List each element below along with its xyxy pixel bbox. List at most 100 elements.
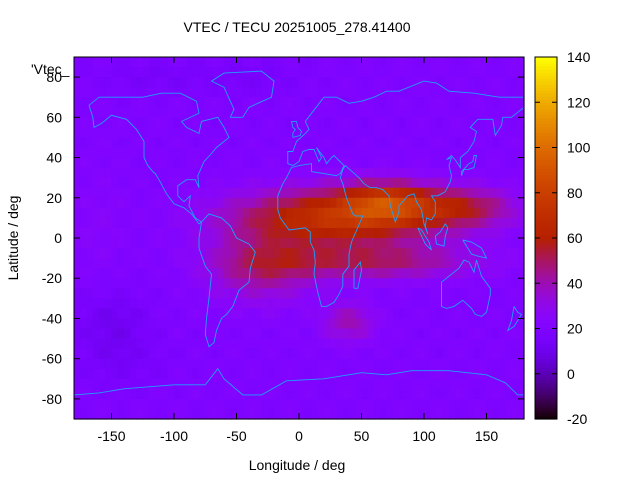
heatmap-cell <box>211 227 219 239</box>
heatmap-cell <box>374 87 381 98</box>
heatmap-cell <box>136 238 144 249</box>
heatmap-cell <box>392 408 400 420</box>
heatmap-cell <box>480 117 488 128</box>
heatmap-cell <box>224 117 231 128</box>
heatmap-cell <box>417 197 425 209</box>
heatmap-cell <box>386 328 394 340</box>
heatmap-cell <box>499 147 506 159</box>
heatmap-cell <box>424 67 431 78</box>
heatmap-cell <box>305 388 313 400</box>
heatmap-cell <box>249 408 256 420</box>
heatmap-cell <box>486 127 494 139</box>
heatmap-cell <box>211 167 219 179</box>
heatmap-cell <box>142 248 150 259</box>
heatmap-cell <box>517 378 525 390</box>
heatmap-cell <box>174 268 181 279</box>
heatmap-cell <box>492 167 500 179</box>
heatmap-cell <box>280 207 288 219</box>
heatmap-cell <box>330 117 338 128</box>
heatmap-cell <box>336 127 344 139</box>
heatmap-cell <box>167 197 175 209</box>
heatmap-cell <box>299 408 306 420</box>
heatmap-cell <box>305 57 313 68</box>
colorbar-segment <box>535 120 557 124</box>
heatmap-cell <box>105 107 113 118</box>
heatmap-cell <box>324 268 331 279</box>
heatmap-cell <box>217 207 225 219</box>
heatmap-cell <box>80 288 88 299</box>
heatmap-cell <box>492 318 500 330</box>
heatmap-cell <box>424 398 431 410</box>
heatmap-cell <box>511 77 519 88</box>
colorbar-segment <box>535 343 557 348</box>
heatmap-cell <box>92 207 100 219</box>
heatmap-cell <box>255 127 263 139</box>
heatmap-cell <box>417 338 425 350</box>
heatmap-cell <box>117 147 125 159</box>
heatmap-cell <box>511 378 519 390</box>
heatmap-cell <box>236 328 244 340</box>
heatmap-cell <box>461 107 469 118</box>
heatmap-cell <box>399 348 406 360</box>
heatmap-cell <box>517 97 525 108</box>
heatmap-cell <box>430 197 438 209</box>
heatmap-cell <box>124 248 131 259</box>
heatmap-cell <box>92 77 100 88</box>
heatmap-cell <box>449 298 456 309</box>
heatmap-cell <box>117 107 125 118</box>
heatmap-cell <box>461 117 469 128</box>
heatmap-cell <box>317 87 325 98</box>
heatmap-cell <box>280 308 288 320</box>
heatmap-cell <box>492 358 500 370</box>
heatmap-cell <box>242 117 250 128</box>
heatmap-cell <box>436 97 444 108</box>
heatmap-cell <box>517 87 525 98</box>
heatmap-cell <box>124 298 131 309</box>
heatmap-cell <box>155 288 163 299</box>
heatmap-cell <box>342 338 350 350</box>
heatmap-cell <box>336 137 344 149</box>
colorbar-segment <box>535 328 557 333</box>
colorbar-segment <box>535 156 557 161</box>
colorbar-segment <box>535 216 557 221</box>
heatmap-cell <box>236 358 244 370</box>
heatmap-cell <box>449 278 456 289</box>
heatmap-cell <box>155 227 163 239</box>
heatmap-cell <box>92 187 100 199</box>
heatmap-cell <box>130 167 138 179</box>
heatmap-cell <box>461 308 469 320</box>
heatmap-cell <box>124 127 131 139</box>
heatmap-cell <box>249 288 256 299</box>
heatmap-cell <box>149 127 156 139</box>
heatmap-cell <box>317 57 325 68</box>
heatmap-cell <box>461 207 469 219</box>
heatmap-cell <box>130 378 138 390</box>
heatmap-cell <box>511 248 519 259</box>
heatmap-cell <box>180 187 188 199</box>
heatmap-cell <box>480 97 488 108</box>
heatmap-cell <box>442 378 450 390</box>
heatmap-cell <box>142 77 150 88</box>
heatmap-cell <box>174 278 181 289</box>
heatmap-cell <box>99 358 106 370</box>
heatmap-cell <box>442 268 450 279</box>
heatmap-cell <box>355 338 363 350</box>
heatmap-cell <box>505 167 513 179</box>
heatmap-cell <box>299 197 306 209</box>
heatmap-cell <box>274 97 281 108</box>
heatmap-cell <box>511 238 519 249</box>
heatmap-cell <box>242 187 250 199</box>
heatmap-cell <box>199 258 206 269</box>
heatmap-cell <box>174 298 181 309</box>
heatmap-cell <box>305 87 313 98</box>
heatmap-cell <box>86 217 94 229</box>
heatmap-cell <box>355 227 363 239</box>
heatmap-cell <box>405 348 413 360</box>
heatmap-cell <box>311 77 319 88</box>
heatmap-cell <box>167 398 175 410</box>
heatmap-cell <box>499 197 506 209</box>
heatmap-cell <box>486 368 494 380</box>
heatmap-cell <box>392 117 400 128</box>
heatmap-cell <box>205 167 213 179</box>
heatmap-cell <box>242 177 250 189</box>
